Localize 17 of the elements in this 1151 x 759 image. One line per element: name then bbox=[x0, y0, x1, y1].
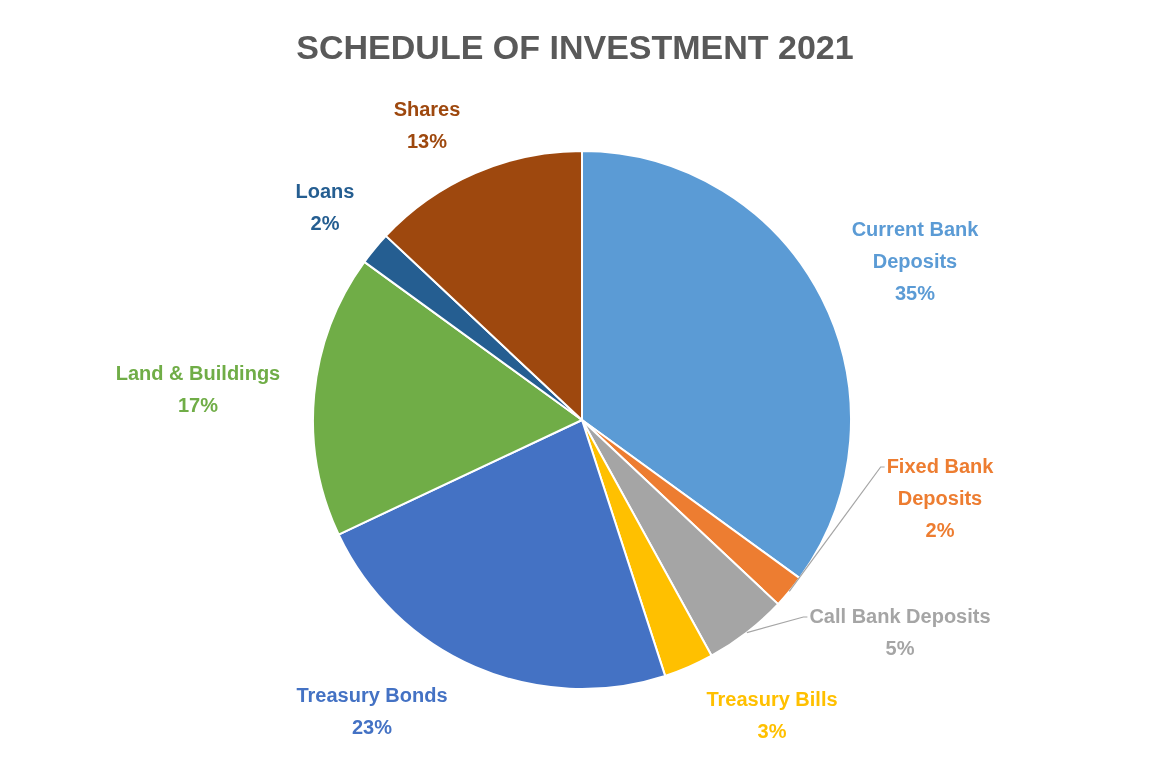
data-label: 3% bbox=[757, 719, 787, 742]
slice-label: Loans bbox=[295, 179, 355, 202]
data-label: 13% bbox=[406, 129, 448, 152]
slice-label: Fixed Bank Deposits bbox=[886, 454, 995, 509]
slice-label: Land & Buildings bbox=[115, 361, 281, 384]
slice-label: Call Bank Deposits bbox=[809, 604, 991, 627]
slice-label: Shares bbox=[393, 97, 461, 120]
data-label: 23% bbox=[351, 715, 393, 738]
chart-title: SCHEDULE OF INVESTMENT 2021 bbox=[296, 28, 854, 67]
data-label: 17% bbox=[177, 393, 219, 416]
slice-label: Treasury Bills bbox=[706, 687, 838, 710]
data-label: 35% bbox=[894, 281, 936, 304]
data-label: 5% bbox=[885, 636, 915, 659]
data-label: 2% bbox=[310, 211, 340, 234]
data-label: 2% bbox=[925, 518, 955, 541]
slice-label: Treasury Bonds bbox=[296, 683, 448, 706]
slice-label: Current Bank Deposits bbox=[851, 217, 980, 272]
